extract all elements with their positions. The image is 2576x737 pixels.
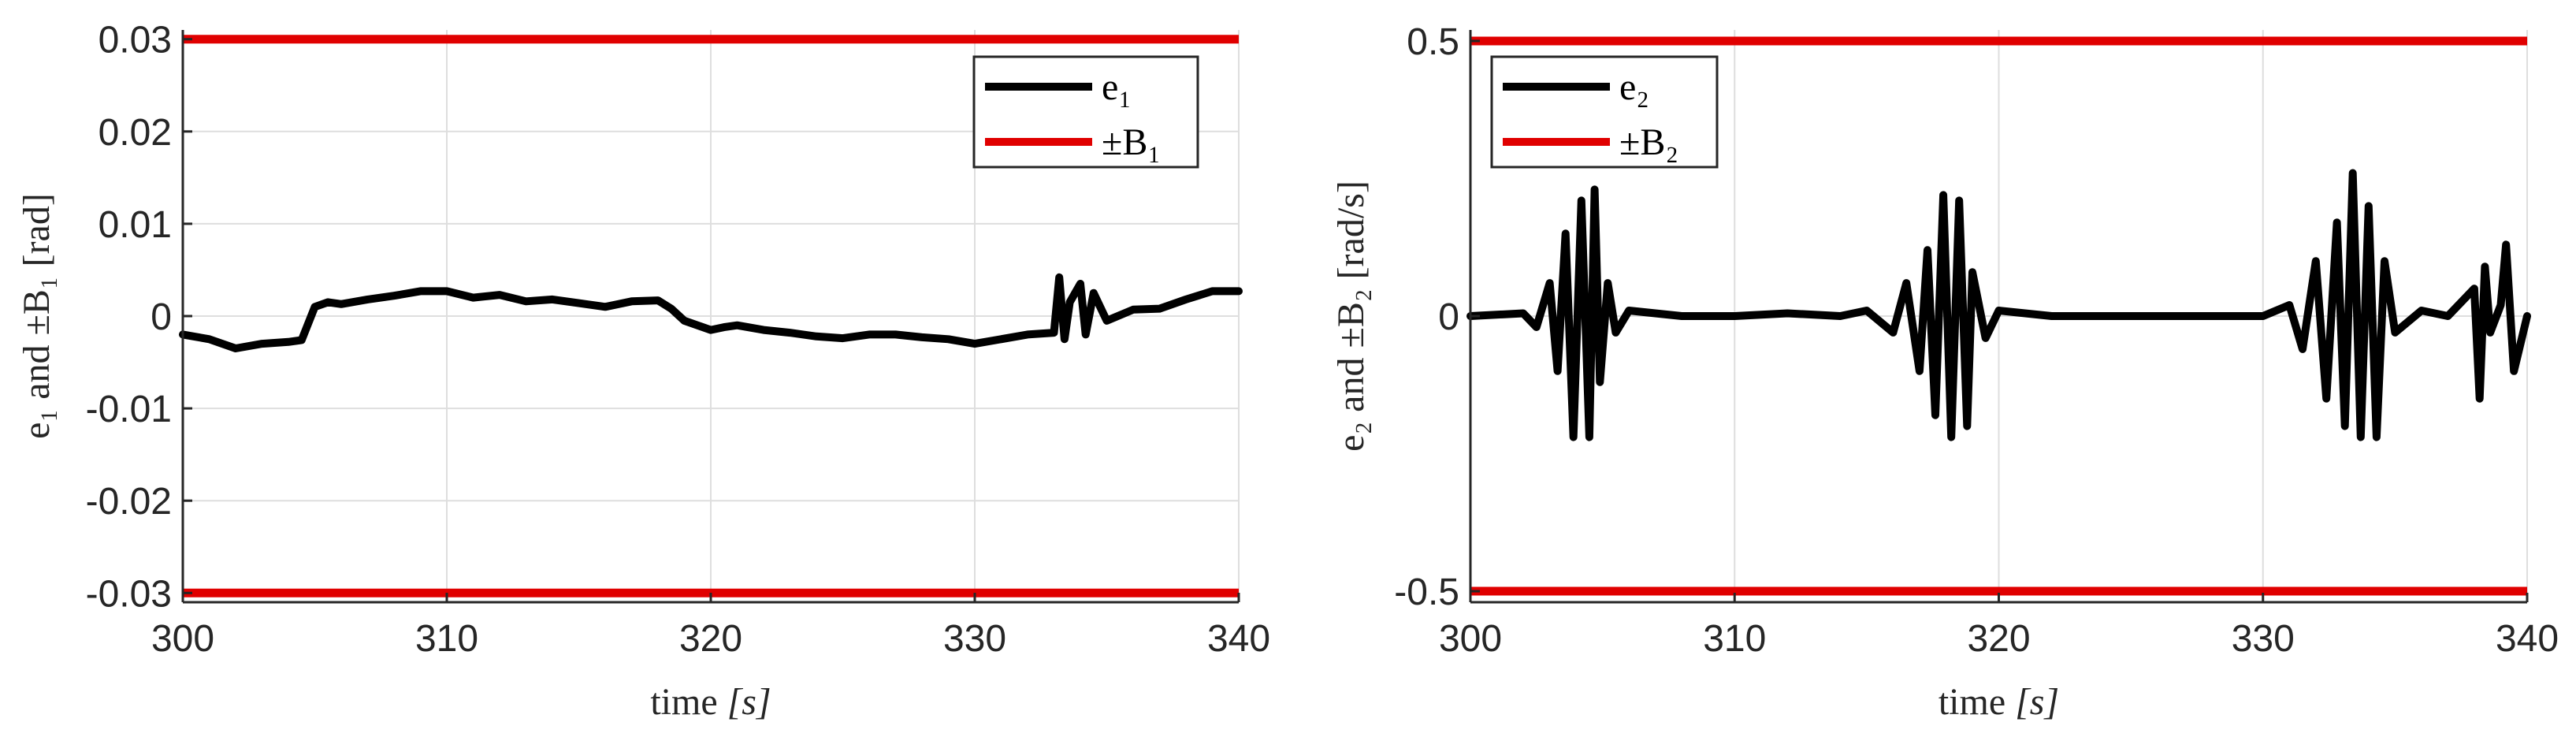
legend-box	[1490, 55, 1719, 169]
x-tick-label-1: 310	[1703, 618, 1766, 660]
x-tick-label-1: 310	[415, 618, 478, 660]
x-tick-label-2: 320	[679, 618, 742, 660]
x-tick-label-4: 340	[1207, 618, 1270, 660]
legend-box	[972, 55, 1199, 169]
legend: e₂ ±B₂	[1490, 55, 1719, 169]
y-tick-label-5: -0.02	[86, 481, 172, 523]
y-tick-label-0: 0.5	[1407, 21, 1459, 63]
y-tick-label-0: 0.03	[99, 20, 172, 61]
x-axis-label-prefix: time	[1939, 681, 2015, 723]
x-axis-label-unit: [s]	[727, 681, 771, 723]
legend: e₁ ±B₁	[972, 55, 1199, 169]
y-tick-label-1: 0.02	[99, 112, 172, 154]
y-tick-label-2: 0.01	[99, 204, 172, 246]
series-line-0	[179, 273, 1243, 352]
chart-panel-e2: 300 310 320 330 340 0.5 0 -0.5 time [s] e₂ and ±B…	[1330, 21, 2559, 723]
y-tick-label-2: -0.5	[1394, 571, 1459, 613]
x-tick-label-4: 340	[2496, 618, 2559, 660]
x-axis-label: time [s]	[650, 681, 771, 723]
legend-label-0: e₁	[1102, 66, 1132, 108]
x-axis-label-prefix: time	[650, 681, 727, 723]
series-line-0	[1466, 169, 2531, 441]
legend-label-1: ±B₂	[1619, 121, 1678, 163]
series-group	[1466, 36, 2531, 596]
x-axis-label-unit: [s]	[2015, 681, 2059, 723]
chart-panel-e1: 300 310 320 330 340 0.03 0.02 0.01 0 -0.01 -0.02 -0…	[16, 20, 1270, 723]
legend-label-0: e₂	[1619, 66, 1649, 108]
x-tick-label-3: 330	[943, 618, 1006, 660]
y-tick-label-6: -0.03	[86, 573, 172, 615]
x-tick-label-0: 300	[1439, 618, 1502, 660]
y-tick-label-3: 0	[151, 296, 172, 338]
y-tick-label-4: -0.01	[86, 389, 172, 430]
legend-label-1: ±B₁	[1102, 121, 1161, 163]
y-axis-label: e₂ and ±B₂ [rad/s]	[1330, 181, 1372, 452]
y-tick-label-1: 0	[1438, 296, 1459, 338]
x-axis-label: time [s]	[1939, 681, 2059, 723]
x-tick-label-3: 330	[2232, 618, 2295, 660]
x-tick-label-0: 300	[151, 618, 214, 660]
y-axis-label: e₁ and ±B₁ [rad]	[16, 193, 58, 439]
x-tick-label-2: 320	[1967, 618, 2030, 660]
